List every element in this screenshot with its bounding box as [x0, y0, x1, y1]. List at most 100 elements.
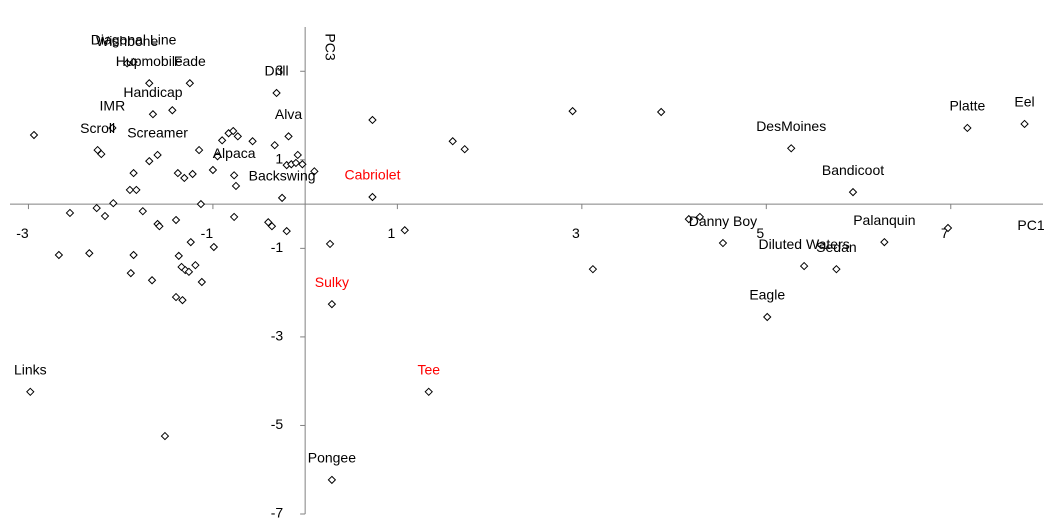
point — [325, 239, 335, 249]
point — [100, 211, 110, 221]
point — [799, 261, 809, 271]
point — [695, 212, 705, 222]
point — [327, 299, 337, 309]
point — [109, 198, 118, 208]
point-label: Tee — [417, 362, 440, 378]
point — [122, 59, 132, 68]
point-label: Scroll — [80, 120, 115, 136]
point-label: Danny Boy — [689, 213, 757, 229]
point — [178, 295, 187, 305]
point — [368, 115, 377, 125]
point — [684, 214, 694, 224]
point — [310, 167, 319, 176]
x-tick-label: -3 — [16, 225, 29, 241]
point — [282, 226, 291, 236]
point — [424, 387, 433, 397]
y-tick-label: -1 — [271, 239, 284, 255]
point-label: Diluted Waters — [758, 236, 849, 252]
point — [298, 160, 307, 169]
point — [191, 260, 200, 270]
point — [26, 387, 35, 397]
point — [147, 276, 157, 285]
point — [277, 193, 287, 203]
point-label: Screamer — [127, 125, 188, 141]
point — [217, 136, 227, 145]
point — [125, 185, 135, 195]
y-axis-label: PC3 — [322, 33, 338, 60]
point — [188, 169, 197, 179]
point-label: Eagle — [749, 287, 785, 303]
point — [126, 268, 136, 278]
point — [54, 250, 64, 260]
point — [231, 181, 241, 191]
point — [153, 150, 162, 160]
point — [368, 192, 377, 202]
point — [132, 185, 141, 195]
marks — [26, 57, 1029, 485]
point — [129, 57, 138, 67]
point — [173, 168, 183, 178]
point-label: Hupmobile — [116, 53, 183, 69]
point — [185, 79, 195, 88]
point — [85, 249, 94, 258]
axes: -3 -1 1 3 5 7 3 1 -1 -3 -5 -7 PC1 PC3 — [10, 27, 1045, 520]
point — [194, 145, 204, 155]
x-tick-label: -1 — [201, 225, 214, 241]
point-label: IMR — [100, 98, 126, 114]
point-label: Palanquin — [853, 212, 915, 228]
point — [209, 242, 219, 252]
point-label: Wishbone — [96, 33, 158, 49]
point-label: DesMoines — [756, 118, 826, 134]
point — [327, 475, 337, 485]
y-tick-label: -5 — [271, 416, 284, 432]
point — [718, 238, 728, 248]
point — [97, 149, 106, 159]
point — [138, 206, 148, 216]
point — [460, 144, 469, 154]
point — [145, 79, 154, 88]
point — [284, 132, 293, 141]
point — [248, 137, 257, 146]
point — [145, 156, 154, 166]
point — [233, 132, 243, 141]
point-label: Backswing — [249, 168, 316, 184]
point — [155, 222, 164, 231]
point — [228, 126, 238, 136]
point — [291, 158, 301, 168]
point-label: Bandicoot — [822, 162, 884, 178]
point — [65, 208, 75, 218]
point-label: Platte — [949, 98, 985, 114]
point-label: Alva — [275, 106, 302, 122]
point — [272, 88, 281, 98]
point — [880, 237, 889, 247]
point — [943, 223, 953, 233]
point — [129, 250, 138, 260]
point — [171, 292, 181, 302]
point — [400, 226, 409, 235]
point — [108, 123, 117, 133]
x-tick-label: 3 — [572, 225, 580, 241]
point — [29, 130, 39, 140]
point-label: Cabriolet — [344, 167, 400, 183]
point — [568, 106, 577, 116]
point — [786, 144, 796, 153]
point — [267, 222, 277, 231]
point-label: Handicap — [123, 84, 182, 100]
point-label: Fade — [174, 53, 206, 69]
point — [763, 312, 772, 322]
point — [171, 215, 181, 225]
y-tick-label: 1 — [275, 151, 283, 167]
point — [448, 137, 457, 146]
x-tick-label: 1 — [387, 225, 395, 241]
point — [148, 110, 158, 119]
point — [197, 277, 207, 287]
point — [186, 237, 195, 247]
point — [270, 141, 279, 150]
point — [656, 107, 666, 117]
point — [160, 431, 170, 441]
point — [963, 123, 972, 133]
x-tick-label: 7 — [941, 225, 949, 241]
point — [129, 168, 138, 178]
